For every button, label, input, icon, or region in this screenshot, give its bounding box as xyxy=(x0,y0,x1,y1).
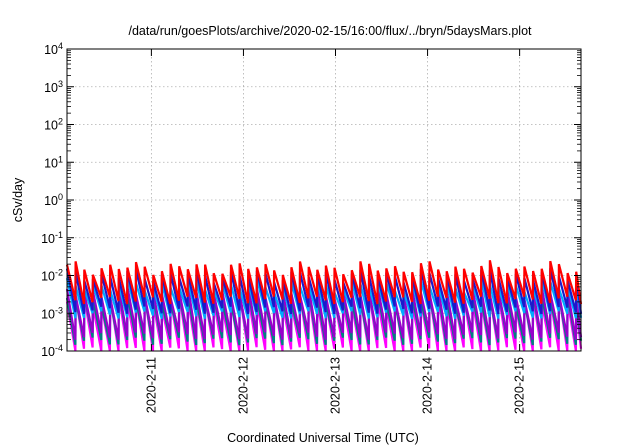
y-tick-label: 104 xyxy=(44,41,63,57)
x-tick-label: 2020-2-11 xyxy=(144,357,158,413)
y-tick-label: 10-3 xyxy=(41,305,63,321)
x-ticks: 2020-2-11 2020-2-12 2020-2-13 2020-2-14 2020… xyxy=(144,49,527,414)
y-tick-label: 10-2 xyxy=(41,268,63,284)
chart-title: /data/run/goesPlots/archive/2020-02-15/1… xyxy=(128,24,532,38)
y-tick-label: 103 xyxy=(44,79,63,95)
series-lines xyxy=(65,260,583,352)
gridlines xyxy=(67,49,581,351)
y-tick-label: 10-4 xyxy=(41,343,63,359)
y-ticks: 10-4 10-3 10-2 10-1 100 101 102 103 104 xyxy=(41,41,581,359)
x-tick-label: 2020-2-14 xyxy=(421,357,435,414)
y-tick-label: 100 xyxy=(44,192,63,208)
x-tick-label: 2020-2-12 xyxy=(236,357,250,414)
y-tick-label: 101 xyxy=(44,154,63,170)
x-tick-label: 2020-2-13 xyxy=(329,357,343,414)
x-tick-label: 2020-2-15 xyxy=(513,357,527,414)
series-line xyxy=(65,260,583,305)
y-tick-label: 102 xyxy=(44,117,63,133)
y-axis-label: cSv/day xyxy=(11,177,25,222)
x-axis-label: Coordinated Universal Time (UTC) xyxy=(227,431,419,445)
y-tick-label: 10-1 xyxy=(41,230,63,246)
